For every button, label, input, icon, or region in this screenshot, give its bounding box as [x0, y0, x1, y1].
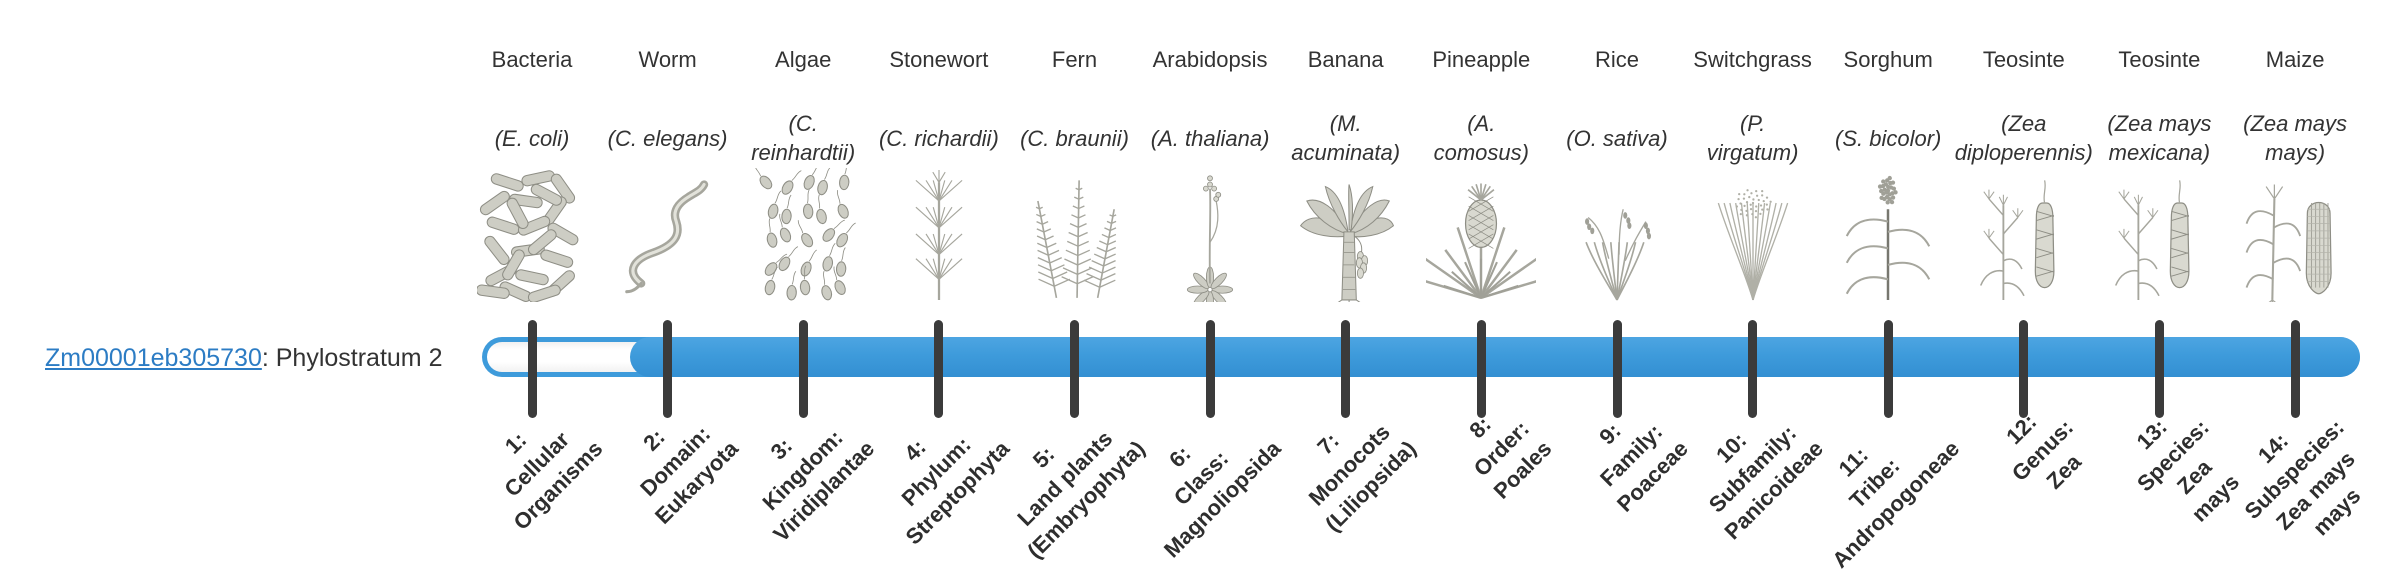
phylostratum-tick-3	[798, 320, 808, 418]
organism-column-pineapple-8: Pineapple (A. comosus)	[1406, 0, 1556, 180]
phylostratum-tick-14	[2290, 320, 2300, 418]
phylostratum-tick-13	[2154, 320, 2164, 418]
organism-scientific-name: (A. comosus)	[1433, 111, 1529, 165]
organism-name: Algae	[775, 47, 832, 72]
organism-scientific-name: (C. elegans)	[607, 125, 728, 151]
phylostratum-tick-12	[2019, 320, 2029, 418]
organism-column-sorghum-11: Sorghum (S. bicolor)	[1813, 0, 1963, 180]
organism-column-banana-7: Banana (M. acuminata)	[1271, 0, 1421, 180]
phylostratum-label-14: 14: Subspecies: Zea mays mays	[2240, 414, 2366, 541]
organism-scientific-name: (Zea mays mays)	[2243, 111, 2348, 165]
phylostratum-label-7: 7: Monocots (Liliopsida)	[1304, 419, 1422, 537]
organism-name: Arabidopsis	[1152, 47, 1268, 72]
phylostratum-tick-10	[1748, 320, 1758, 418]
organism-scientific-name: (O. sativa)	[1566, 125, 1668, 151]
arabidopsis-illustration	[1148, 168, 1272, 302]
organism-column-maize-14: Maize (Zea mays mays)	[2220, 0, 2370, 180]
organism-name: Bacteria	[491, 47, 573, 72]
phylostratum-label-12: 12: Genus: Zea	[2001, 408, 2086, 494]
organism-name: Maize	[2265, 47, 2325, 72]
organism-scientific-name: (C. braunii)	[1020, 125, 1129, 151]
organism-name: Teosinte	[1982, 47, 2065, 72]
phylostratum-label-8: 8: Order: Poales	[1464, 411, 1557, 504]
phylostratum-label-5: 5: Land plants (Embryophyta)	[1012, 425, 1151, 564]
organism-column-worm-2: Worm (C. elegans)	[593, 0, 743, 180]
bar-fill	[630, 337, 2360, 377]
organism-scientific-name: (P. virgatum)	[1706, 111, 1799, 165]
organism-name: Teosinte	[2118, 47, 2201, 72]
organism-scientific-name: (C. reinhardtii)	[751, 111, 856, 165]
organism-column-algae-3: Algae (C. reinhardtii)	[728, 0, 878, 180]
gene-label: Zm00001eb305730: Phylostratum 2	[45, 344, 443, 373]
fern-illustration	[1013, 168, 1137, 302]
phylostratum-tick-6	[1205, 320, 1215, 418]
phylostratum-tick-7	[1341, 320, 1351, 418]
stonewort-illustration	[877, 168, 1001, 302]
organism-column-bacteria-1: Bacteria (E. coli)	[457, 0, 607, 180]
organism-scientific-name: (A. thaliana)	[1150, 125, 1270, 151]
phylostrata-bar	[482, 337, 2360, 377]
organism-name: Sorghum	[1843, 47, 1933, 72]
organism-column-stonewort-4: Stonewort (C. richardii)	[864, 0, 1014, 180]
organism-scientific-name: (S. bicolor)	[1835, 125, 1942, 151]
phylostratum-label-9: 9: Family: Poaceae	[1593, 418, 1693, 517]
organism-scientific-name: (M. acuminata)	[1291, 111, 1401, 165]
organism-column-switchgrass-10: Switchgrass (P. virgatum)	[1678, 0, 1828, 180]
phylostratum-label-6: 6: Class: Magnoliopsida	[1159, 435, 1286, 563]
organism-name: Banana	[1307, 47, 1384, 72]
phylostratum-label-1: 1: Cellular Organisms	[499, 426, 608, 535]
organism-column-fern-5: Fern (C. braunii)	[1000, 0, 1150, 180]
organism-column-rice-9: Rice (O. sativa)	[1542, 0, 1692, 180]
teosinte-illustration	[1962, 168, 2086, 302]
organism-name: Worm	[638, 47, 697, 72]
phylostratum-tick-4	[934, 320, 944, 418]
organism-name: Fern	[1051, 47, 1098, 72]
banana-illustration	[1284, 168, 1408, 302]
phylostratum-tick-8	[1476, 320, 1486, 418]
worm-illustration	[606, 168, 730, 302]
maize-illustration	[2233, 168, 2357, 302]
organism-name: Switchgrass	[1693, 47, 1812, 72]
algae-illustration	[741, 168, 865, 302]
organism-column-teosinte-13: Teosinte (Zea mays mexicana)	[2084, 0, 2234, 180]
organism-scientific-name: (C. richardii)	[878, 125, 999, 151]
phylostratum-label-2: 2: Domain: Eukaryota	[635, 421, 744, 529]
sorghum-illustration	[1826, 168, 1950, 302]
organism-name: Stonewort	[889, 47, 989, 72]
organism-column-teosinte-12: Teosinte (Zea diploperennis)	[1949, 0, 2099, 180]
phylostratum-label-3: 3: Kingdom: Viridiplantae	[756, 424, 879, 547]
phylostratum-label-4: 4: Phylum: Streptophyta	[896, 431, 1015, 550]
organism-name: Pineapple	[1432, 47, 1531, 72]
phylostratum-label-11: 11: Tribe: Andropogoneae	[1826, 435, 1964, 573]
switchgrass-illustration	[1691, 168, 1815, 302]
bacteria-illustration	[470, 168, 594, 302]
organism-scientific-name: (E. coli)	[494, 125, 570, 151]
organism-column-arabidopsis-6: Arabidopsis (A. thaliana)	[1135, 0, 1285, 180]
phylostratum-tick-2	[663, 320, 673, 418]
phylostratum-tick-1	[527, 320, 537, 418]
phylostratum-tick-5	[1070, 320, 1079, 418]
gene-id-link[interactable]: Zm00001eb305730	[45, 344, 262, 372]
pineapple-illustration	[1419, 168, 1543, 302]
organism-scientific-name: (Zea mays mexicana)	[2107, 111, 2212, 165]
rice-illustration	[1555, 168, 1679, 302]
teosinte-illustration	[2097, 168, 2221, 302]
organism-name: Rice	[1594, 47, 1639, 72]
phylostratum-tick-11	[1883, 320, 1893, 418]
phylostratum-tick-9	[1612, 320, 1622, 418]
organism-scientific-name: (Zea diploperennis)	[1954, 111, 2093, 165]
gene-phylostratum-text: : Phylostratum 2	[261, 344, 443, 372]
